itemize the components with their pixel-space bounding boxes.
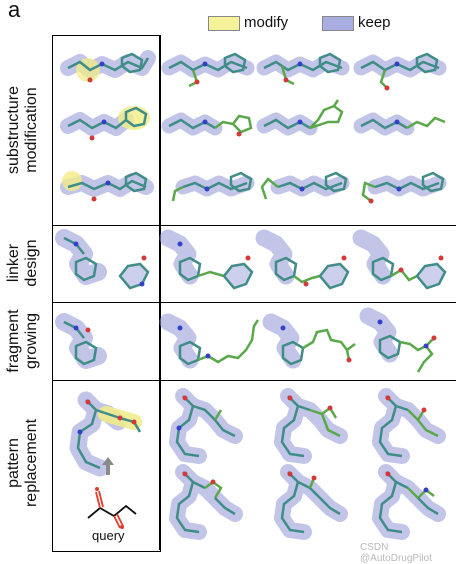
result-molecule-substructure-3-2: [260, 171, 350, 200]
result-molecule-substructure-2-3: [353, 112, 446, 136]
row-label-substructure-line1: substructure: [5, 85, 22, 175]
result-molecule-linker-3: [352, 229, 447, 290]
result-molecule-pattern-2: [274, 388, 348, 464]
result-molecule-pattern-5: [274, 464, 348, 540]
result-molecule-substructure-1-1: [161, 52, 255, 88]
arrow-up-icon: [102, 457, 114, 475]
legend-keep-label: keep: [358, 14, 391, 31]
query-column-box: [52, 35, 161, 552]
legend-keep-swatch: [322, 16, 354, 31]
column-divider: [159, 35, 160, 550]
legend-modify-swatch: [208, 16, 240, 31]
result-molecule-substructure-2-1: [161, 112, 253, 137]
result-molecule-fragment-2: [262, 313, 356, 369]
row-label-fragment-line1: fragment: [5, 309, 22, 373]
query-molecule-substructure-2: [60, 106, 150, 141]
result-molecule-substructure-1-3: [353, 52, 447, 91]
result-molecule-fragment-3: [359, 307, 437, 373]
row-label-pattern-line1: pattern: [5, 438, 22, 488]
query-label: query: [92, 528, 125, 543]
legend-modify-label: modify: [244, 14, 289, 31]
watermark: CSDN @AutoDrugPilot: [360, 542, 432, 564]
row-divider-2: [52, 302, 456, 303]
query-diketone-structure: [87, 487, 137, 529]
query-molecule-substructure-3: [60, 171, 154, 202]
result-molecule-pattern-1: [169, 388, 243, 464]
result-molecule-pattern-3: [372, 388, 446, 464]
result-molecule-substructure-3-3: [361, 171, 447, 204]
result-molecule-pattern-6: [372, 464, 446, 540]
result-molecule-fragment-1: [159, 313, 260, 369]
query-molecule-fragment: [55, 313, 107, 369]
result-molecule-substructure-1-2: [256, 52, 350, 86]
row-label-substructure-line2: modification: [23, 87, 40, 173]
result-molecule-pattern-4: [169, 464, 243, 540]
result-molecule-substructure-3-1: [171, 171, 255, 202]
row-divider-3: [52, 380, 456, 381]
query-molecule-pattern: [69, 391, 142, 477]
panel-letter: a: [8, 0, 21, 22]
result-molecule-linker-1: [159, 229, 254, 290]
query-molecule-linker: [55, 229, 150, 290]
row-label-fragment: fragment growing: [5, 306, 45, 376]
row-label-fragment-line2: growing: [23, 312, 40, 370]
row-label-pattern: pattern replacement: [5, 408, 45, 518]
result-molecule-substructure-2-2: [256, 99, 344, 136]
row-label-pattern-line2: replacement: [23, 418, 40, 508]
row-label-linker: linker design: [5, 228, 45, 298]
row-label-substructure: substructure modification: [5, 70, 45, 190]
row-divider-1: [52, 225, 456, 226]
row-label-linker-line1: linker: [5, 243, 22, 283]
result-molecule-linker-2: [255, 229, 350, 290]
row-label-linker-line2: design: [23, 239, 40, 287]
query-molecule-substructure-1: [60, 50, 156, 83]
